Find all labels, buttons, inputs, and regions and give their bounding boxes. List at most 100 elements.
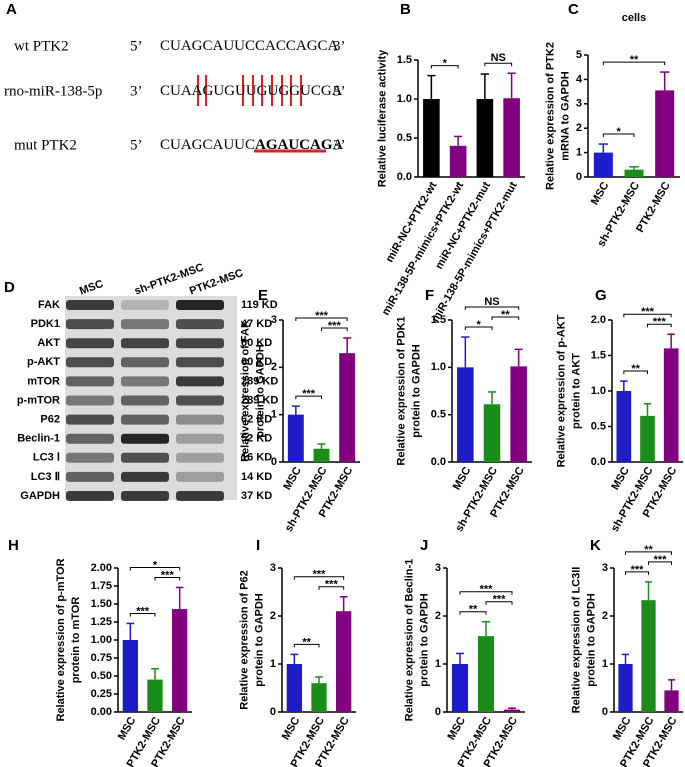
- significance-bracket: [321, 327, 348, 331]
- y-tick-label: 2: [271, 361, 277, 373]
- x-tick-label: MSC: [445, 715, 468, 742]
- bar: [618, 664, 633, 712]
- sequence-name: rno-miR-138-5p: [4, 83, 102, 99]
- sequence: CUAAGUGUUGUGGUCGA: [160, 83, 343, 99]
- significance-label: NS: [491, 52, 506, 64]
- y-tick-label: 2.0: [591, 314, 606, 326]
- pairing-lines: [197, 75, 302, 106]
- size-label: 62 KD: [241, 414, 272, 426]
- bar: [451, 664, 469, 712]
- sequence-part: A: [333, 137, 344, 153]
- bar: [286, 664, 302, 712]
- significance-bracket: [293, 576, 345, 580]
- significance-bracket: [295, 395, 322, 400]
- bar: [477, 636, 495, 712]
- blot-band: [121, 376, 169, 387]
- x-tick-label: MSC: [609, 465, 632, 492]
- y-tick-label: 0: [271, 456, 277, 468]
- y-tick-label: 0.75: [91, 652, 112, 664]
- y-tick-label: 1.0: [591, 385, 606, 397]
- panel-letter: H: [8, 537, 19, 554]
- significance-bracket: [602, 133, 635, 138]
- protein-label: LC3 Ⅰ: [33, 452, 60, 464]
- bar: [483, 404, 501, 462]
- size-label: 289 KD: [241, 375, 278, 387]
- bar: [624, 169, 644, 177]
- significance-bracket: [623, 370, 648, 375]
- bar: [664, 690, 679, 712]
- y-axis-label: Relative expression of P62: [238, 570, 250, 709]
- y-axis-label: protein to AKT: [570, 353, 582, 429]
- panel-letter: F: [425, 287, 434, 304]
- blot-band: [66, 491, 114, 501]
- significance-label: **: [302, 636, 311, 648]
- blot-band: [176, 433, 224, 444]
- y-axis-label: Relative expression of PTK2: [544, 42, 556, 190]
- blot-band: [121, 300, 169, 310]
- blot-band: [176, 300, 224, 310]
- y-axis-label: protein to GAPDH: [418, 593, 430, 687]
- y-tick-label: 0.25: [91, 688, 112, 700]
- bar: [147, 679, 163, 712]
- y-axis-label: protein to GAPDH: [254, 344, 266, 438]
- significance-bracket: [464, 326, 493, 331]
- y-tick-label: 1: [271, 409, 277, 421]
- y-tick-label: 3: [270, 562, 276, 574]
- bar: [640, 415, 655, 462]
- bar: [593, 152, 613, 177]
- blot-band: [121, 471, 169, 482]
- chart-title: cells: [622, 12, 646, 24]
- significance-label: ***: [493, 594, 507, 606]
- blot-band: [121, 414, 169, 425]
- bar: [423, 99, 440, 177]
- y-tick-label: 1: [602, 658, 608, 670]
- blot-band: [121, 452, 169, 463]
- significance-label: NS: [484, 296, 499, 308]
- protein-label: LC3 Ⅱ: [31, 471, 60, 483]
- sequence-end: 3’: [333, 137, 346, 153]
- y-tick-label: 0.5: [397, 132, 412, 144]
- sequence-end: 5’: [333, 83, 346, 99]
- sequence-end: 5’: [130, 137, 143, 153]
- significance-label: **: [644, 544, 653, 556]
- panel-letter: I: [256, 537, 260, 554]
- y-axis-label: Relative expression of FAK: [239, 320, 251, 462]
- y-axis-label: Relative expression of PDK1: [395, 316, 407, 465]
- y-axis-label: protein to GAPDH: [410, 344, 422, 438]
- significance-bracket: [295, 317, 348, 321]
- blot-band: [66, 433, 114, 444]
- y-axis-label: mRNA to GAPDH: [559, 71, 571, 160]
- blot-band: [66, 414, 114, 425]
- significance-label: ***: [302, 388, 316, 400]
- y-tick-label: 1: [270, 658, 276, 670]
- x-tick-label: MSC: [451, 465, 474, 492]
- significance-label: ***: [315, 310, 329, 322]
- sequence: CUAGCAUUCCACCAGCA: [160, 38, 339, 54]
- y-tick-label: 1.0: [431, 361, 446, 373]
- bar: [476, 99, 494, 177]
- bar: [616, 391, 632, 462]
- size-label: 289 KD: [241, 394, 278, 406]
- significance-label: *: [477, 319, 482, 331]
- x-tick-label: MSC: [281, 465, 304, 492]
- bar: [503, 98, 520, 177]
- significance-bracket: [154, 576, 181, 581]
- y-tick-label: 3: [602, 562, 608, 574]
- significance-bracket: [602, 61, 666, 66]
- y-axis-label: Relative expression of Beclin-1: [403, 559, 415, 722]
- panel-letter: K: [590, 537, 601, 554]
- significance-label: ***: [161, 569, 175, 581]
- blot-band: [66, 319, 114, 330]
- blot-band: [121, 319, 169, 330]
- protein-label: p-AKT: [27, 356, 60, 368]
- sequence-part: AGAUCAG: [255, 137, 333, 153]
- x-tick-label: MSC: [589, 180, 612, 207]
- significance-label: **: [469, 604, 478, 616]
- blot-band: [176, 338, 224, 349]
- protein-label: p-mTOR: [17, 394, 60, 406]
- panel-letter: G: [595, 287, 607, 304]
- y-axis-label: protein to GAPDH: [585, 593, 597, 687]
- significance-label: ***: [136, 605, 150, 617]
- bar: [663, 348, 679, 462]
- y-tick-label: 0: [576, 171, 582, 183]
